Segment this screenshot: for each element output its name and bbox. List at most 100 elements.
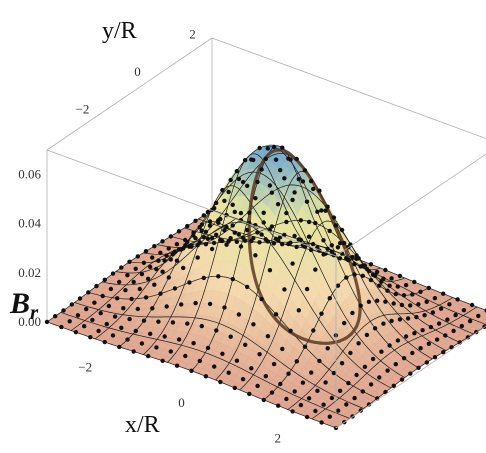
- sample-point-296: [263, 374, 268, 379]
- sample-point-353: [416, 302, 421, 307]
- z-tick-label: 0.04: [18, 216, 41, 231]
- sample-point-350: [391, 301, 396, 306]
- sample-point-327: [360, 273, 365, 278]
- sample-point-382: [337, 388, 343, 393]
- sample-point-105: [117, 344, 122, 350]
- sample-point-217: [247, 210, 252, 215]
- sample-point-262: [300, 179, 306, 184]
- sample-point-359: [306, 396, 312, 401]
- sample-point-52: [156, 258, 161, 263]
- sample-point-205: [306, 234, 312, 239]
- sample-point-281: [298, 237, 304, 243]
- sample-point-165: [294, 244, 299, 250]
- sample-point-92: [168, 257, 173, 262]
- sample-point-341: [317, 358, 322, 364]
- sample-point-120: [240, 235, 246, 240]
- sample-point-100: [234, 239, 239, 244]
- sample-point-200: [265, 146, 270, 151]
- sample-point-328: [368, 277, 374, 283]
- sample-point-177: [234, 169, 239, 174]
- sample-point-319: [294, 359, 299, 364]
- sample-point-333: [410, 292, 415, 297]
- sample-point-11: [135, 254, 140, 259]
- sample-point-69: [137, 286, 142, 292]
- sample-point-99: [226, 239, 231, 244]
- sample-point-96: [201, 234, 206, 240]
- sample-point-372: [414, 314, 419, 320]
- sample-point-103: [259, 232, 264, 237]
- sample-point-38: [199, 228, 204, 233]
- sample-point-427: [391, 383, 396, 388]
- sample-point-225: [313, 220, 318, 226]
- sample-point-409: [401, 356, 407, 361]
- sample-point-42: [73, 330, 79, 335]
- sample-point-244: [311, 186, 316, 192]
- z-tick-label: 0.02: [18, 265, 41, 280]
- mesh-line-y-5: [115, 171, 405, 378]
- sample-point-196: [232, 209, 237, 215]
- sample-point-431: [424, 360, 429, 365]
- sample-point-58: [205, 236, 211, 241]
- x-tick-label: 2: [275, 430, 282, 445]
- sample-point-352: [408, 303, 413, 308]
- sample-point-70: [145, 276, 151, 281]
- sample-point-237: [253, 253, 258, 258]
- sample-point-345: [350, 310, 355, 316]
- y-tick-label: 2: [189, 27, 196, 42]
- ring-path: [247, 148, 362, 345]
- sample-point-88: [135, 306, 140, 312]
- sample-point-243: [302, 168, 308, 173]
- sample-point-78: [211, 240, 217, 246]
- sample-point-286: [339, 227, 345, 233]
- sample-point-363: [339, 361, 345, 366]
- sample-point-269: [358, 264, 363, 269]
- box-edge-front-2: [46, 149, 337, 257]
- sample-point-33: [158, 250, 163, 255]
- sample-point-201: [273, 157, 279, 162]
- sample-point-261: [292, 190, 297, 195]
- sample-points: [44, 144, 486, 431]
- sample-point-272: [383, 267, 388, 273]
- sample-point-53: [164, 253, 169, 258]
- sample-point-337: [284, 396, 289, 402]
- sample-point-334: [418, 289, 423, 294]
- sample-point-226: [321, 238, 326, 243]
- sample-point-251: [368, 262, 374, 267]
- sample-point-190: [183, 353, 188, 359]
- sample-point-1: [53, 314, 58, 319]
- sample-point-406: [377, 375, 382, 380]
- sample-point-340: [309, 370, 314, 375]
- sample-point-224: [304, 199, 310, 204]
- sample-point-383: [346, 380, 351, 386]
- sample-point-346: [358, 303, 363, 308]
- sample-point-161: [261, 210, 266, 215]
- sample-point-399: [319, 420, 324, 425]
- sample-point-198: [249, 157, 254, 162]
- sample-point-195: [224, 242, 229, 247]
- sample-point-380: [321, 402, 326, 407]
- sample-point-63: [88, 335, 93, 340]
- sample-point-236: [245, 284, 250, 290]
- x-tick-label: −2: [78, 360, 92, 375]
- x-tick-label: 0: [178, 395, 185, 410]
- mesh-line-y-4: [101, 221, 392, 389]
- mesh-line-y-1: [60, 312, 350, 419]
- sample-point-86: [119, 325, 124, 330]
- sample-point-356: [441, 291, 446, 296]
- sample-point-277: [265, 334, 271, 339]
- sample-point-430: [416, 365, 421, 370]
- sample-point-239: [269, 190, 275, 195]
- sample-point-93: [176, 247, 182, 252]
- sample-point-339: [300, 380, 306, 385]
- sample-point-65: [104, 321, 110, 327]
- sample-point-424: [366, 402, 372, 407]
- sample-point-234: [228, 334, 233, 339]
- sample-point-246: [327, 228, 332, 234]
- sample-point-355: [432, 296, 438, 301]
- sample-point-111: [166, 275, 171, 280]
- surface-patch-875: [480, 318, 486, 324]
- sample-point-26: [100, 293, 105, 299]
- sample-point-249: [352, 262, 357, 267]
- sample-point-7: [102, 277, 108, 282]
- x-axis-label: x/R: [125, 412, 160, 438]
